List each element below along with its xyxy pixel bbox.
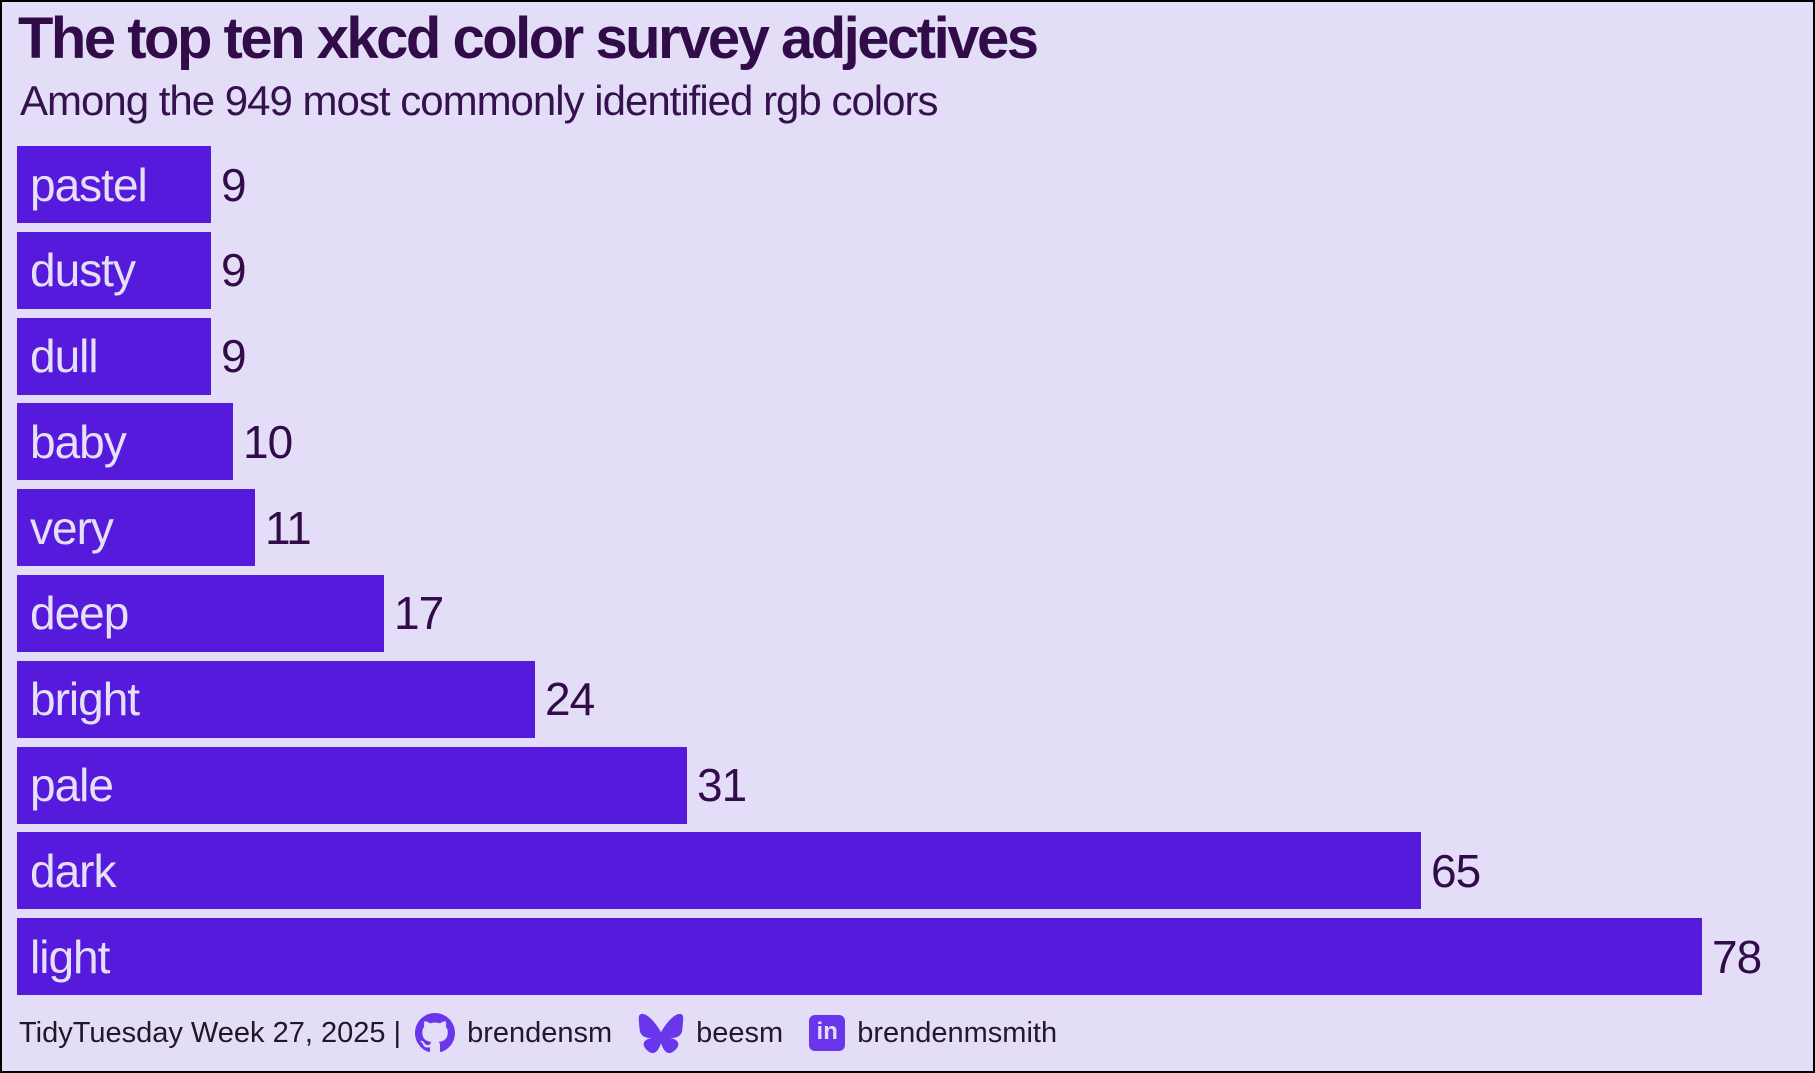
- bar-category-label: deep: [30, 587, 129, 640]
- bar-value-label: 9: [221, 330, 247, 383]
- bar-row: dull 9: [17, 317, 1813, 395]
- bar-row: deep 17: [17, 574, 1813, 652]
- bar-category-label: light: [30, 930, 110, 983]
- bar-category-label: dull: [30, 330, 99, 383]
- bluesky-butterfly-icon: [638, 1013, 684, 1054]
- bar-category-label: very: [30, 501, 114, 554]
- bar-row: very 11: [17, 489, 1813, 567]
- bar-row: dark 65: [17, 832, 1813, 910]
- bar-row: light 78: [17, 918, 1813, 996]
- chart-subtitle: Among the 949 most commonly identified r…: [20, 77, 938, 124]
- bar-value-label: 10: [243, 415, 293, 468]
- bar-deep: deep: [17, 574, 384, 652]
- bluesky-username: beesm: [696, 1016, 784, 1049]
- bar-dusty: dusty: [17, 231, 211, 309]
- bar-category-label: pale: [30, 759, 114, 812]
- bar-value-label: 11: [265, 501, 312, 554]
- bar-category-label: dark: [30, 844, 116, 897]
- chart-title: The top ten xkcd color survey adjectives: [18, 6, 1039, 71]
- bar-value-label: 78: [1712, 930, 1762, 983]
- bar-baby: baby: [17, 403, 233, 481]
- bar-value-label: 24: [545, 673, 595, 726]
- linkedin-username: brendenmsmith: [857, 1016, 1058, 1049]
- bar-value-label: 65: [1431, 844, 1481, 897]
- linkedin-icon-glyph: in: [809, 1015, 846, 1051]
- bar-value-label: 9: [221, 244, 247, 297]
- caption-text: TidyTuesday Week 27, 2025 |: [19, 1016, 402, 1049]
- linkedin-icon: in: [809, 1015, 846, 1051]
- bar-category-label: baby: [30, 415, 127, 468]
- bar-light: light: [17, 918, 1702, 996]
- bar-value-label: 17: [394, 587, 444, 640]
- github-icon: [415, 1013, 456, 1053]
- bar-row: dusty 9: [17, 231, 1813, 309]
- footer-caption: TidyTuesday Week 27, 2025 | brendensm be…: [19, 1006, 1057, 1060]
- bar-row: bright 24: [17, 660, 1813, 738]
- bar-row: baby 10: [17, 403, 1813, 481]
- bar-row: pastel 9: [17, 146, 1813, 223]
- bar-dull: dull: [17, 317, 211, 395]
- bar-chart: pastel 9 dusty 9 dull 9 baby 10 very: [17, 146, 1813, 996]
- bar-pastel: pastel: [17, 146, 211, 223]
- bar-category-label: pastel: [30, 158, 148, 211]
- github-username: brendensm: [467, 1016, 613, 1049]
- bar-value-label: 9: [221, 158, 247, 211]
- bar-value-label: 31: [697, 759, 747, 812]
- bar-dark: dark: [17, 832, 1421, 910]
- bar-pale: pale: [17, 746, 687, 824]
- bar-bright: bright: [17, 660, 535, 738]
- bar-category-label: bright: [30, 673, 140, 726]
- bar-row: pale 31: [17, 746, 1813, 824]
- bar-category-label: dusty: [30, 244, 136, 297]
- bar-very: very: [17, 489, 255, 567]
